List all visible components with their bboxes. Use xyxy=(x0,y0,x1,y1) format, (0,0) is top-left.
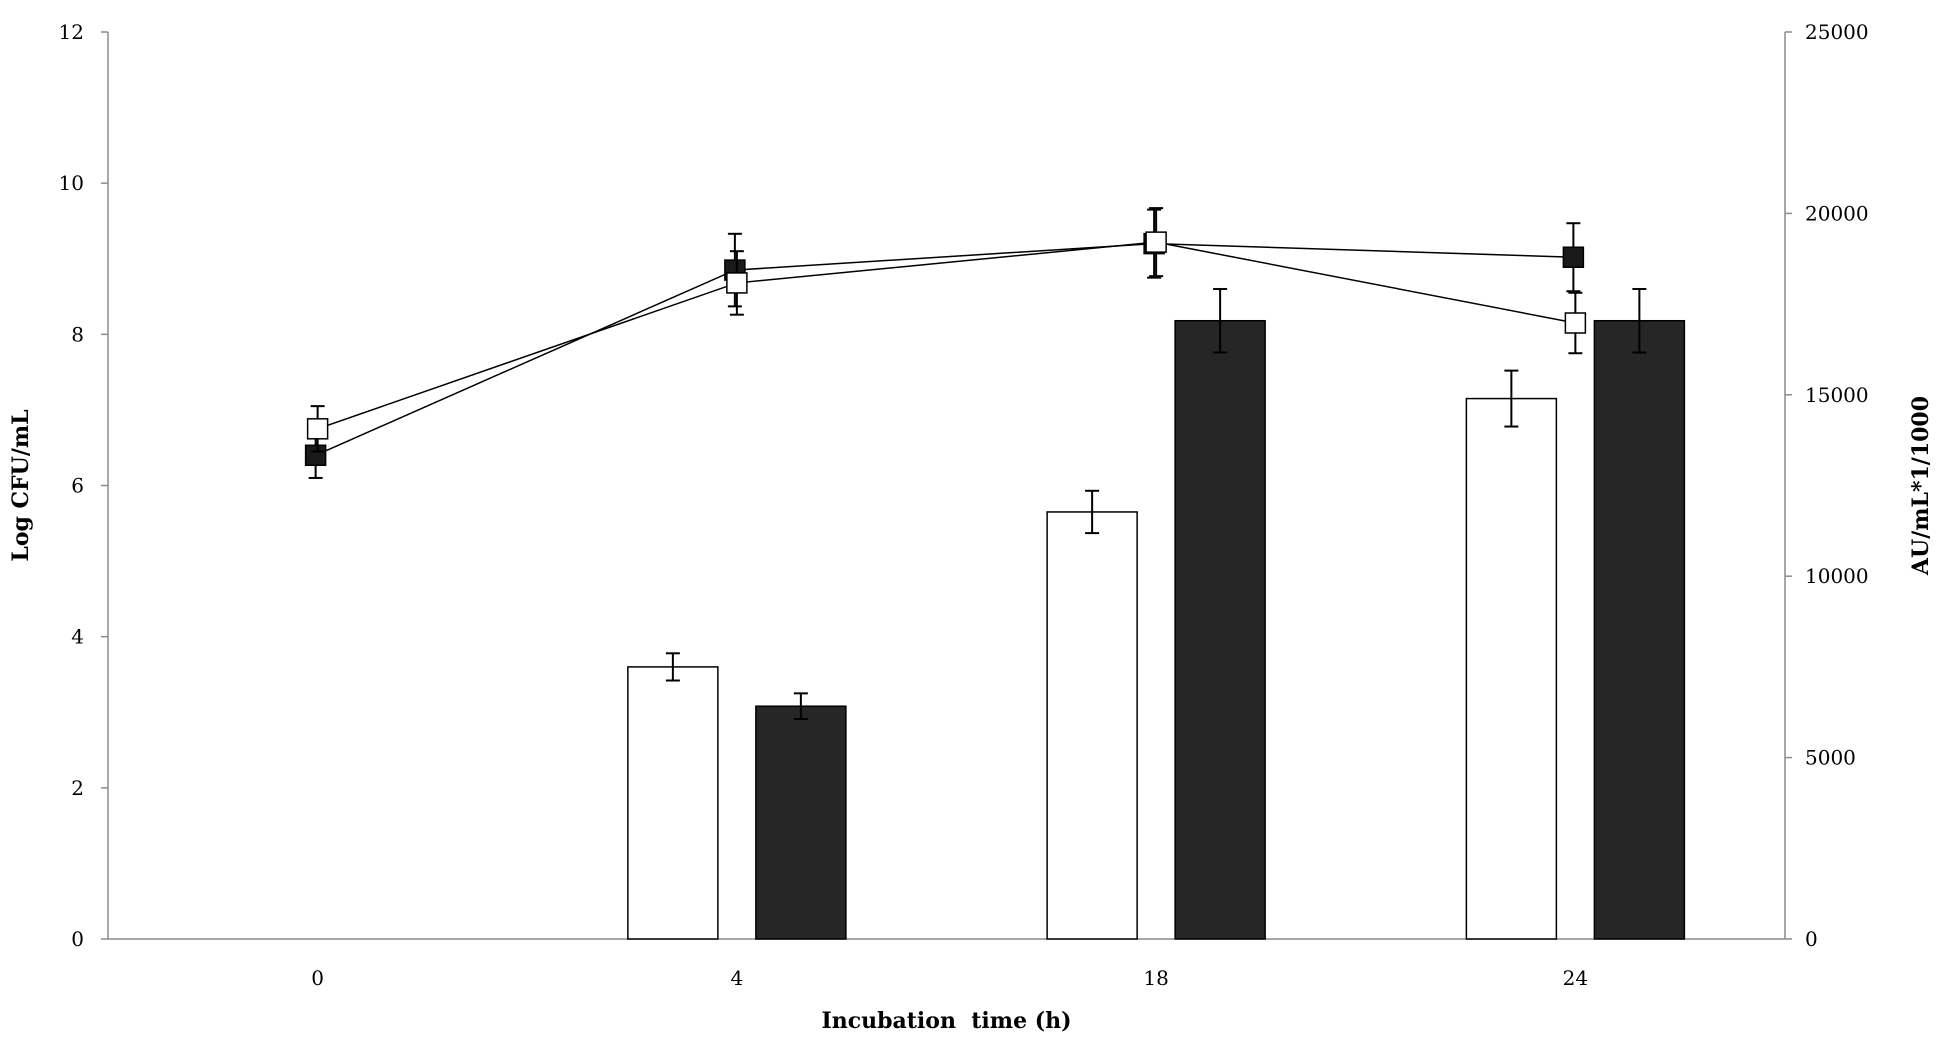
point-marker xyxy=(306,418,329,440)
left-tick-label: 4 xyxy=(71,625,84,649)
left-tick-label: 8 xyxy=(71,322,84,346)
right-tick-label: 15000 xyxy=(1805,383,1869,407)
axes xyxy=(101,31,1792,940)
y-axis-title: Log CFU/mL xyxy=(8,409,34,561)
right-tick-label: 25000 xyxy=(1805,20,1869,44)
left-tick-label: 12 xyxy=(59,20,84,44)
left-tick-label: 6 xyxy=(71,474,84,498)
bar-series xyxy=(627,287,1686,940)
bar xyxy=(1465,397,1558,940)
right-tick-label: 20000 xyxy=(1805,201,1869,225)
point-marker xyxy=(1562,246,1585,268)
right-tick-label: 5000 xyxy=(1805,746,1856,770)
bar xyxy=(1174,319,1266,940)
point-marker xyxy=(1145,231,1167,253)
point-marker xyxy=(304,444,327,467)
left-tick-label: 10 xyxy=(59,171,84,195)
right-tick-label: 0 xyxy=(1805,927,1818,951)
series-line xyxy=(315,242,1574,456)
series-line xyxy=(317,241,1576,430)
x-tick-label: 0 xyxy=(311,966,324,990)
left-tick-label: 2 xyxy=(71,776,84,800)
x-axis-title: Incubation time (h) xyxy=(821,1008,1071,1034)
bar xyxy=(1046,511,1138,940)
right-tick-label: 10000 xyxy=(1805,564,1869,588)
point-marker xyxy=(726,272,748,294)
x-tick-label: 24 xyxy=(1563,966,1588,990)
x-tick-label: 4 xyxy=(731,966,744,990)
bar xyxy=(755,705,847,940)
bar xyxy=(627,666,719,940)
point-marker xyxy=(1564,312,1587,334)
bar xyxy=(1593,319,1686,940)
x-tick-label: 18 xyxy=(1143,966,1168,990)
line-series xyxy=(304,207,1587,479)
left-tick-label: 0 xyxy=(71,927,84,951)
y2-axis-title: AU/mL*1/1000 xyxy=(1908,396,1934,576)
